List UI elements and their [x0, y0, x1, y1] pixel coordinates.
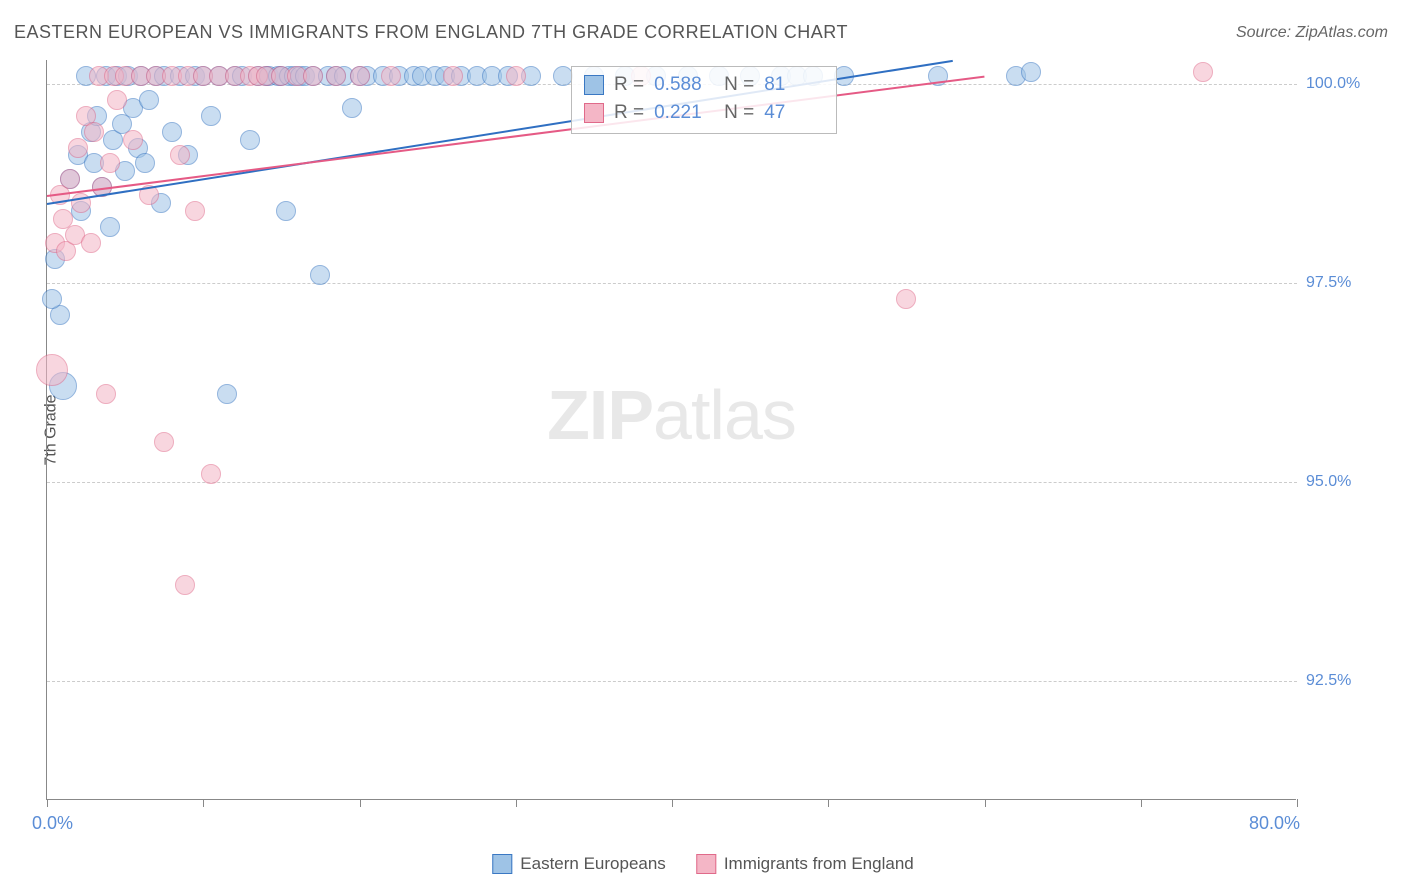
scatter-point	[350, 66, 370, 86]
scatter-point	[162, 122, 182, 142]
stats-box: R = 0.588 N = 81 R = 0.221 N = 47	[571, 66, 837, 134]
scatter-point	[96, 384, 116, 404]
scatter-point	[342, 98, 362, 118]
stats-r-value-eastern: 0.588	[654, 74, 714, 96]
scatter-point	[217, 384, 237, 404]
scatter-point	[36, 354, 68, 386]
legend-item-england: Immigrants from England	[696, 854, 914, 874]
scatter-point	[170, 145, 190, 165]
gridline	[47, 681, 1297, 682]
x-tick	[1141, 799, 1142, 807]
x-tick	[516, 799, 517, 807]
scatter-point	[303, 66, 323, 86]
x-tick	[1297, 799, 1298, 807]
legend: Eastern Europeans Immigrants from Englan…	[492, 854, 913, 874]
x-tick	[360, 799, 361, 807]
watermark-bold: ZIP	[547, 376, 653, 454]
scatter-point	[240, 130, 260, 150]
scatter-point	[42, 289, 62, 309]
x-axis-max-label: 80.0%	[1249, 813, 1300, 834]
stats-swatch-england	[584, 103, 604, 123]
stats-row-eastern: R = 0.588 N = 81	[584, 71, 824, 99]
scatter-point	[81, 233, 101, 253]
stats-n-value-england: 47	[764, 102, 824, 124]
scatter-point	[381, 66, 401, 86]
scatter-point	[84, 122, 104, 142]
scatter-point	[123, 130, 143, 150]
scatter-point	[185, 201, 205, 221]
scatter-point	[135, 153, 155, 173]
gridline	[47, 482, 1297, 483]
scatter-point	[100, 153, 120, 173]
legend-label-eastern: Eastern Europeans	[520, 854, 666, 874]
scatter-point	[553, 66, 573, 86]
plot-area: ZIPatlas R = 0.588 N = 81 R = 0.221 N = …	[46, 60, 1296, 800]
regression-line	[47, 76, 985, 197]
x-tick	[985, 799, 986, 807]
scatter-point	[201, 106, 221, 126]
y-tick-label: 97.5%	[1306, 274, 1386, 292]
legend-label-england: Immigrants from England	[724, 854, 914, 874]
x-tick	[672, 799, 673, 807]
scatter-point	[68, 138, 88, 158]
stats-row-england: R = 0.221 N = 47	[584, 99, 824, 127]
scatter-point	[276, 201, 296, 221]
stats-swatch-eastern	[584, 75, 604, 95]
stats-n-value-eastern: 81	[764, 74, 824, 96]
scatter-point	[175, 575, 195, 595]
watermark: ZIPatlas	[547, 375, 796, 455]
scatter-point	[310, 265, 330, 285]
x-axis-min-label: 0.0%	[32, 813, 73, 834]
x-tick	[828, 799, 829, 807]
y-tick-label: 92.5%	[1306, 672, 1386, 690]
scatter-point	[60, 169, 80, 189]
chart-title: EASTERN EUROPEAN VS IMMIGRANTS FROM ENGL…	[14, 22, 848, 43]
stats-r-value-england: 0.221	[654, 102, 714, 124]
y-tick-label: 100.0%	[1306, 75, 1386, 93]
scatter-point	[506, 66, 526, 86]
scatter-point	[100, 217, 120, 237]
x-tick	[203, 799, 204, 807]
x-tick	[47, 799, 48, 807]
scatter-point	[1021, 62, 1041, 82]
scatter-point	[326, 66, 346, 86]
source-attribution: Source: ZipAtlas.com	[1236, 24, 1388, 42]
stats-n-label: N =	[724, 74, 754, 96]
stats-r-label: R =	[614, 74, 644, 96]
legend-item-eastern: Eastern Europeans	[492, 854, 666, 874]
chart-area: 7th Grade ZIPatlas R = 0.588 N = 81 R = …	[46, 60, 1296, 800]
gridline	[47, 283, 1297, 284]
stats-r-label: R =	[614, 102, 644, 124]
legend-swatch-eastern	[492, 854, 512, 874]
scatter-point	[896, 289, 916, 309]
scatter-point	[1193, 62, 1213, 82]
scatter-point	[139, 90, 159, 110]
scatter-point	[154, 432, 174, 452]
scatter-point	[107, 90, 127, 110]
y-tick-label: 95.0%	[1306, 473, 1386, 491]
stats-n-label: N =	[724, 102, 754, 124]
scatter-point	[201, 464, 221, 484]
watermark-light: atlas	[653, 376, 796, 454]
scatter-point	[443, 66, 463, 86]
legend-swatch-england	[696, 854, 716, 874]
